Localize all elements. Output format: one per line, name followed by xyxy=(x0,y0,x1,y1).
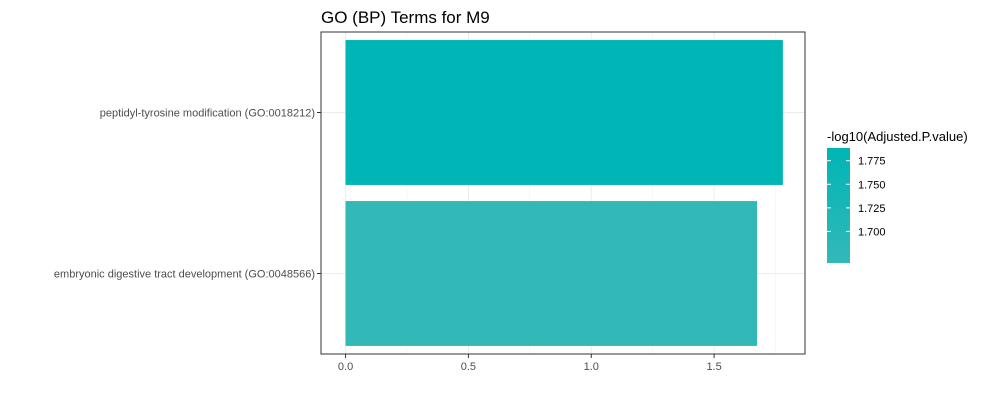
x-tick-label: 0.5 xyxy=(461,361,476,373)
y-tick-label: embryonic digestive tract development (G… xyxy=(54,269,315,281)
bar xyxy=(345,40,783,185)
bar-layer xyxy=(345,40,783,346)
x-tick-label: 0.0 xyxy=(338,361,353,373)
legend-title: -log10(Adjusted.P.value) xyxy=(827,129,968,144)
plot-panel-border xyxy=(320,31,806,355)
legend-tick-label: 1.725 xyxy=(858,203,886,215)
chart-title: GO (BP) Terms for M9 xyxy=(321,8,490,27)
x-tick-label: 1.0 xyxy=(584,361,599,373)
bar xyxy=(345,201,758,346)
legend-tick-label: 1.700 xyxy=(858,226,886,238)
legend-colorbar xyxy=(827,148,850,263)
legend-tick-label: 1.750 xyxy=(858,179,886,191)
y-tick-label: peptidyl-tyrosine modification (GO:00182… xyxy=(100,108,315,120)
x-tick-label: 1.5 xyxy=(706,361,721,373)
legend-tick-label: 1.775 xyxy=(858,156,886,168)
axis-layer: 0.0 0.5 1.0 1.5 peptidyl-tyrosine modificati… xyxy=(54,108,722,374)
legend: -log10(Adjusted.P.value) 1.775 1.750 1.725… xyxy=(827,129,968,263)
